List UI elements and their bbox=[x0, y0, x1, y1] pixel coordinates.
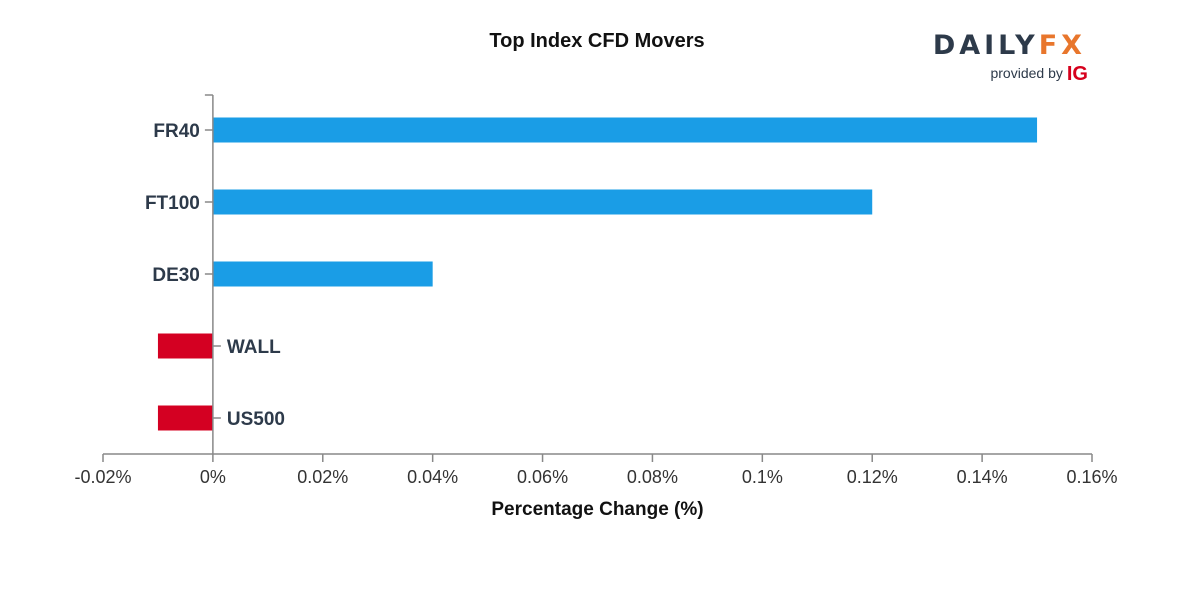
bars-group bbox=[157, 117, 1038, 431]
category-label-fr40: FR40 bbox=[153, 121, 199, 142]
bar-fr40 bbox=[212, 117, 1038, 143]
x-tick-label: -0.02% bbox=[74, 467, 131, 487]
x-tick-label: 0.12% bbox=[847, 467, 898, 487]
x-tick-label: 0.14% bbox=[957, 467, 1008, 487]
x-axis-ticks: -0.02% 0% 0.02% 0.04% 0.06% 0.08% 0.1% 0.12% 0.1… bbox=[74, 454, 1118, 487]
x-tick-label: 0.1% bbox=[742, 467, 783, 487]
bar-wall bbox=[157, 333, 213, 359]
x-tick-label: 0.06% bbox=[517, 467, 568, 487]
category-labels: FR40 FT100 DE30 WALL US500 bbox=[145, 121, 285, 430]
x-tick-label: 0.16% bbox=[1066, 467, 1117, 487]
category-label-ft100: FT100 bbox=[145, 193, 200, 214]
axes-group bbox=[103, 94, 1092, 455]
category-label-us500: US500 bbox=[227, 409, 285, 430]
x-axis-title: Percentage Change (%) bbox=[491, 499, 703, 520]
bar-de30 bbox=[212, 261, 433, 287]
x-tick-label: 0% bbox=[200, 467, 226, 487]
bar-us500 bbox=[157, 405, 213, 431]
bar-ft100 bbox=[212, 189, 873, 215]
provided-by-text: provided by bbox=[990, 65, 1063, 81]
chart-title: Top Index CFD Movers bbox=[489, 30, 705, 52]
x-tick-label: 0.02% bbox=[297, 467, 348, 487]
dailyfx-logo: DAILYFX provided by IG bbox=[928, 30, 1088, 86]
logo-wordmark: DAILYFX bbox=[933, 30, 1086, 61]
x-tick-label: 0.04% bbox=[407, 467, 458, 487]
ig-logo-text: IG bbox=[1066, 63, 1088, 85]
logo-fx-text: FX bbox=[1038, 30, 1086, 61]
x-tick-label: 0.08% bbox=[627, 467, 678, 487]
category-label-wall: WALL bbox=[227, 337, 281, 358]
logo-provided-by: provided by IG bbox=[990, 63, 1088, 86]
logo-daily-text: DAILY bbox=[932, 30, 1039, 61]
category-label-de30: DE30 bbox=[152, 265, 200, 286]
